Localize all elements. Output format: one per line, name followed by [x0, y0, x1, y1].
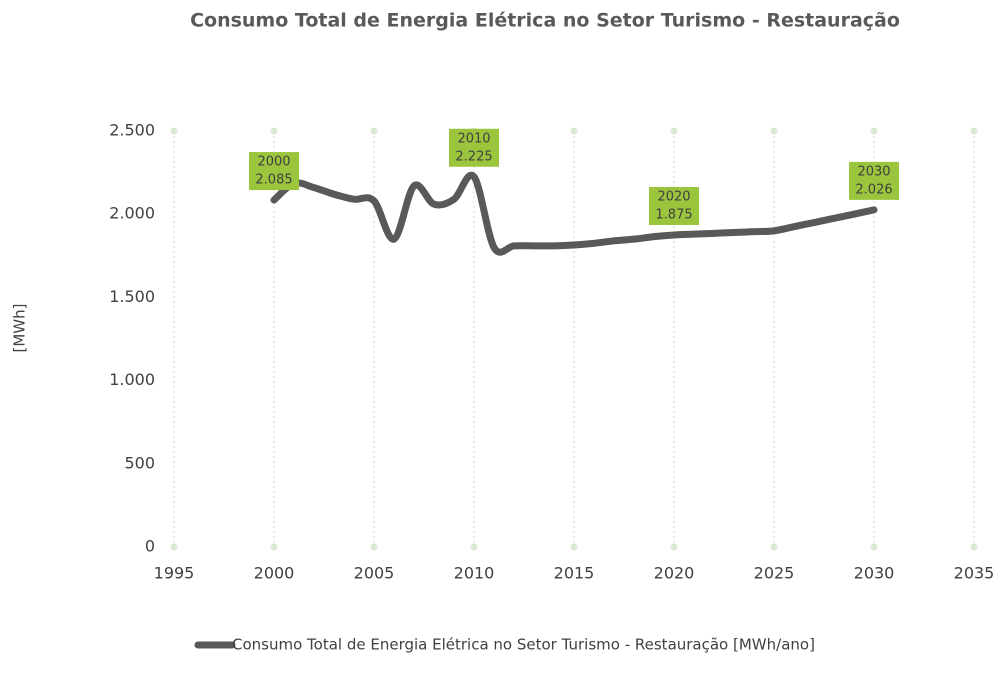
- grid-dot: [170, 543, 178, 551]
- x-tick-label: 2010: [454, 564, 495, 583]
- x-tick-label: 2000: [254, 564, 295, 583]
- data-label-box: [449, 128, 499, 167]
- data-label: 2.085: [255, 173, 292, 188]
- grid-dot: [870, 543, 878, 551]
- x-tick-label: 2035: [954, 564, 995, 583]
- y-tick-label: 1.500: [109, 287, 155, 306]
- x-tick-label: 2015: [554, 564, 595, 583]
- grid-dot: [670, 543, 678, 551]
- data-line: [270, 171, 878, 256]
- y-tick-label: 0: [145, 537, 155, 556]
- data-label: 1.875: [655, 208, 692, 223]
- grid-dot: [970, 127, 978, 135]
- x-tick-label: 2030: [854, 564, 895, 583]
- grid-dot: [470, 543, 478, 551]
- data-label-x: 2000: [257, 155, 290, 170]
- data-label-x: 2020: [657, 190, 690, 205]
- y-tick-label: 500: [124, 453, 155, 472]
- grid-dot: [570, 543, 578, 551]
- grid-dot: [370, 127, 378, 135]
- grid-dot: [170, 127, 178, 135]
- grid-dot: [670, 127, 678, 135]
- x-tick-label: 1995: [154, 564, 195, 583]
- data-label: 2.225: [455, 149, 492, 164]
- grid-dot: [270, 543, 278, 551]
- grid-dot: [270, 127, 278, 135]
- data-label-box: [649, 187, 699, 225]
- grid-dot: [770, 543, 778, 551]
- x-tick-label: 2005: [354, 564, 395, 583]
- y-tick-label: 2.000: [109, 204, 155, 223]
- y-axis-label: [MWh]: [11, 304, 29, 353]
- y-tick-label: 2.500: [109, 121, 155, 140]
- y-tick-label: 1.000: [109, 370, 155, 389]
- legend-label: Consumo Total de Energia Elétrica no Set…: [232, 636, 815, 654]
- grid-dot: [770, 127, 778, 135]
- grid-dot: [870, 127, 878, 135]
- data-label-x: 2010: [457, 131, 490, 146]
- chart-title: Consumo Total de Energia Elétrica no Set…: [190, 10, 900, 32]
- data-label-x: 2030: [857, 164, 890, 179]
- data-label: 2.026: [855, 182, 892, 197]
- data-label-box: [849, 161, 899, 200]
- grid-dot: [370, 543, 378, 551]
- grid-dot: [570, 127, 578, 135]
- grid-dot: [970, 543, 978, 551]
- x-tick-label: 2020: [654, 564, 695, 583]
- data-label-box: [249, 152, 299, 191]
- x-tick-label: 2025: [754, 564, 795, 583]
